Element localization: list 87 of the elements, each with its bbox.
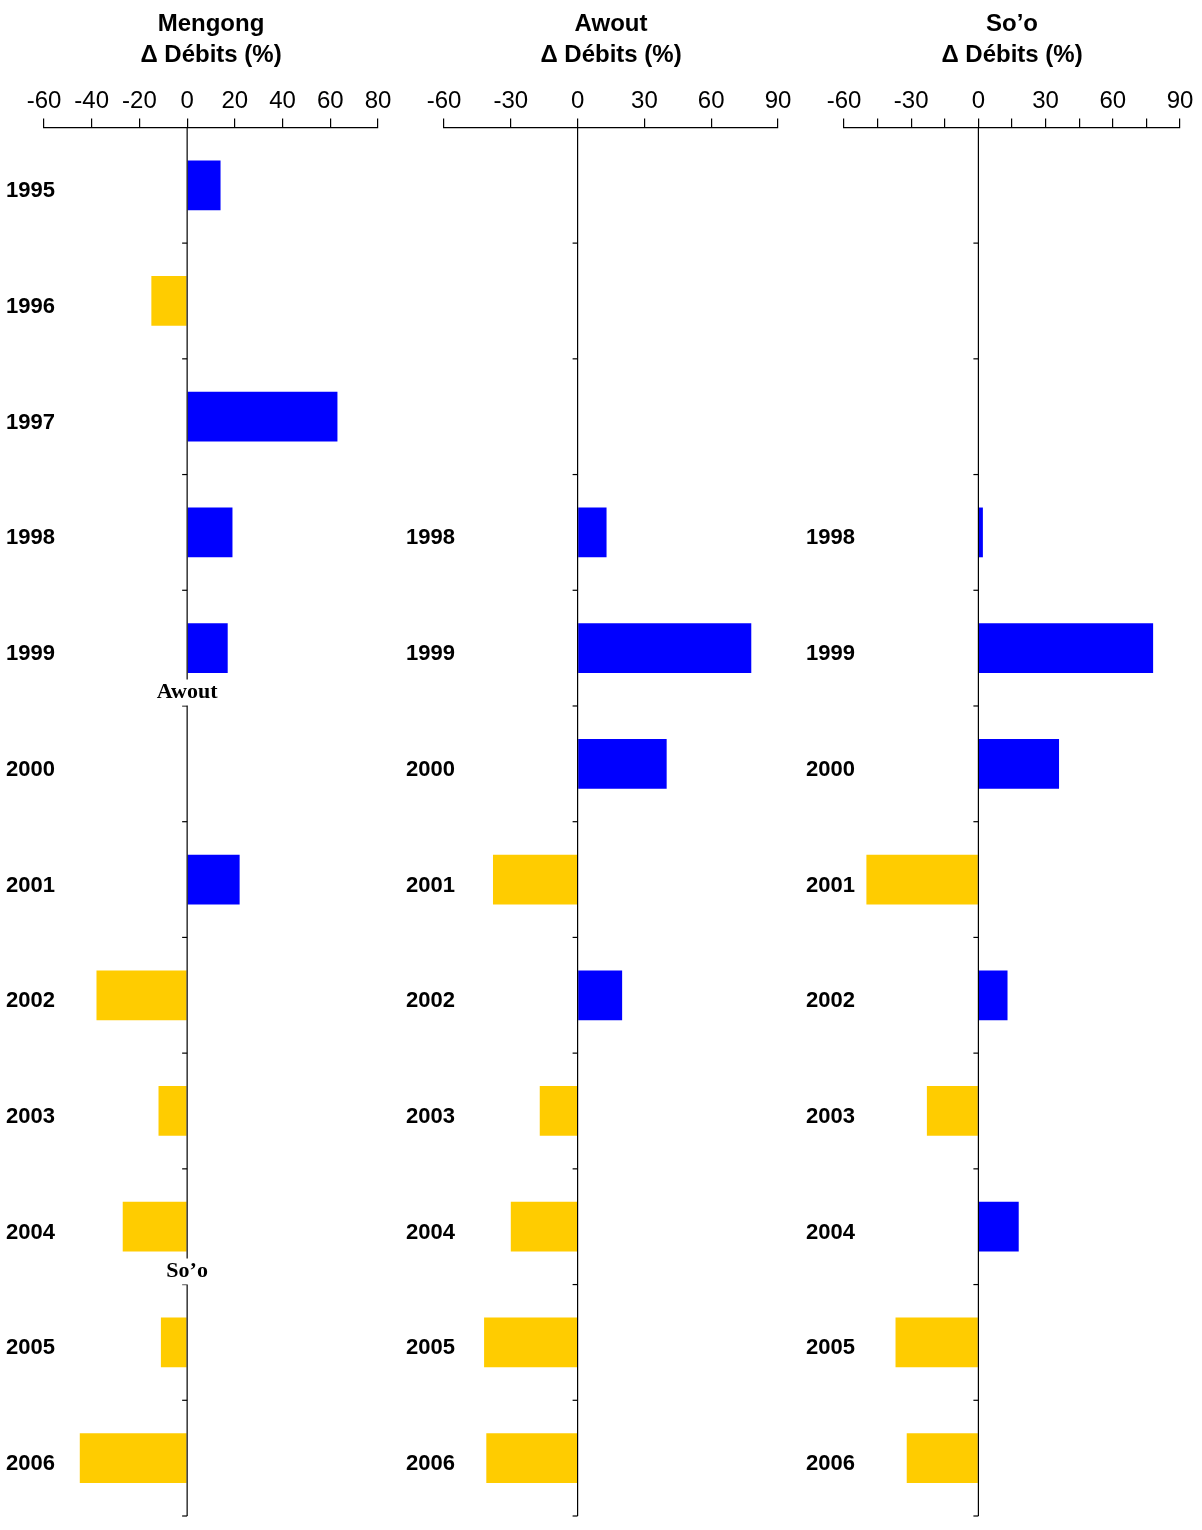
bar (187, 507, 233, 558)
bar (122, 1201, 187, 1252)
y-tick-label: 2001 (406, 871, 455, 897)
bar (979, 1201, 1019, 1252)
y-tick-label: 2002 (806, 987, 855, 1013)
x-tick-label: -60 (26, 85, 62, 113)
bar (539, 1086, 577, 1136)
x-tick-label: 0 (971, 85, 986, 113)
bar (492, 854, 577, 905)
bar (187, 854, 240, 905)
bar (158, 1086, 187, 1136)
bar (79, 1433, 187, 1484)
x-axis-title: Δ Débits (%) (540, 39, 682, 67)
y-tick-label: 1998 (406, 524, 455, 550)
y-tick-label: 2002 (406, 987, 455, 1013)
chart-title: Mengong (157, 9, 265, 37)
x-tick-label: -30 (493, 85, 529, 113)
y-tick-label: 2003 (6, 1103, 55, 1129)
x-axis-title: Δ Débits (%) (941, 39, 1083, 67)
bar (96, 970, 187, 1021)
bar (187, 160, 221, 211)
x-tick-label: 0 (180, 85, 194, 113)
y-tick-label: 1998 (6, 524, 55, 550)
bar (187, 391, 338, 442)
bar (578, 507, 607, 558)
y-tick-label: 1999 (406, 640, 455, 666)
x-tick-label: -20 (122, 85, 157, 113)
x-tick-label: -30 (893, 85, 929, 113)
bar (979, 970, 1008, 1021)
x-tick-label: 90 (764, 85, 792, 113)
y-tick-label: 2006 (806, 1450, 855, 1476)
y-tick-label: 2005 (806, 1334, 855, 1360)
bar (578, 738, 667, 789)
chart-title: So’o (986, 9, 1038, 37)
bar (578, 970, 623, 1021)
bar (866, 854, 978, 905)
x-tick-label: 30 (631, 85, 658, 113)
y-tick-label: 1997 (6, 408, 55, 434)
x-tick-label: 60 (697, 85, 725, 113)
x-tick-label: 20 (221, 85, 249, 113)
y-tick-label: 2005 (406, 1334, 455, 1360)
y-tick-label: 2003 (806, 1103, 855, 1129)
bar (510, 1201, 577, 1252)
annotation: So’o (166, 1257, 208, 1283)
y-tick-label: 2006 (406, 1450, 455, 1476)
y-tick-label: 2005 (6, 1334, 55, 1360)
y-tick-label: 2000 (406, 755, 455, 781)
bar (979, 507, 983, 558)
x-tick-label: -60 (426, 85, 462, 113)
x-tick-label: 90 (1166, 85, 1194, 113)
y-tick-label: 2003 (406, 1103, 455, 1129)
y-tick-label: 1995 (6, 177, 55, 203)
bar (979, 738, 1060, 789)
x-tick-label: 30 (1032, 85, 1059, 113)
x-tick-label: 40 (269, 85, 296, 113)
y-tick-label: 2001 (806, 871, 855, 897)
y-tick-label: 2001 (6, 871, 55, 897)
bar (187, 623, 228, 673)
y-tick-label: 2000 (806, 755, 855, 781)
chart-title: Awout (574, 9, 648, 37)
bar (486, 1433, 577, 1484)
x-axis-title: Δ Débits (%) (140, 39, 282, 67)
bar (906, 1433, 978, 1484)
y-tick-label: 2004 (806, 1218, 856, 1244)
bar (151, 276, 187, 326)
bar (160, 1317, 187, 1368)
bar (926, 1086, 978, 1136)
y-tick-label: 2000 (6, 755, 55, 781)
y-tick-label: 2002 (6, 987, 55, 1013)
y-tick-label: 2004 (6, 1218, 56, 1244)
y-tick-label: 2004 (406, 1218, 456, 1244)
y-tick-label: 2006 (6, 1450, 55, 1476)
bar (578, 623, 752, 673)
bar (895, 1317, 978, 1368)
x-tick-label: 60 (1099, 85, 1127, 113)
x-tick-label: 60 (316, 85, 344, 113)
y-tick-label: 1996 (6, 293, 55, 319)
bar (484, 1317, 577, 1368)
x-tick-label: -60 (826, 85, 862, 113)
annotation: Awout (156, 678, 219, 704)
y-tick-label: 1999 (6, 640, 55, 666)
x-tick-label: -40 (74, 85, 110, 113)
bar (979, 623, 1154, 673)
x-tick-label: 0 (570, 85, 585, 113)
y-tick-label: 1998 (806, 524, 855, 550)
x-tick-label: 80 (364, 85, 392, 113)
y-tick-label: 1999 (806, 640, 855, 666)
